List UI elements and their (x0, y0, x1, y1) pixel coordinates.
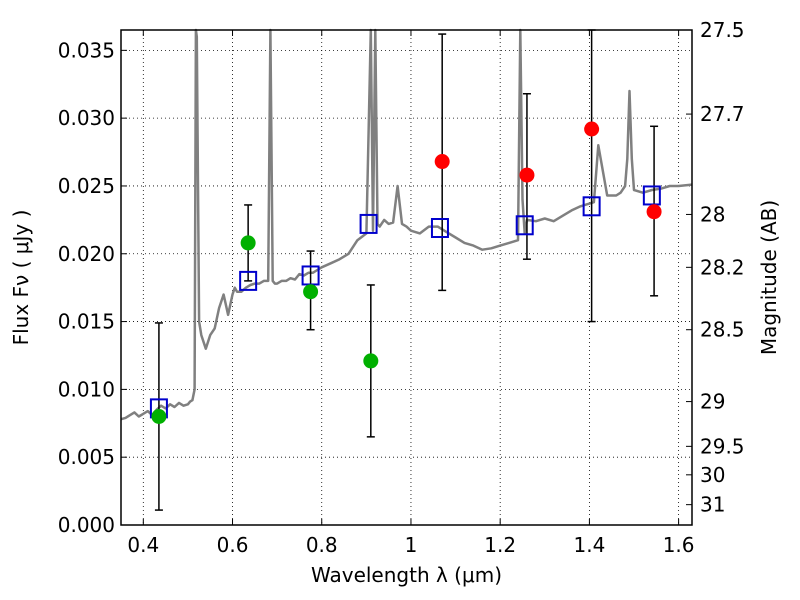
x-axis-title: Wavelength λ (μm) (311, 563, 502, 587)
circle-marker (303, 284, 319, 300)
x-tick-label: 1.2 (484, 533, 516, 557)
spectrum-line (120, 28, 693, 421)
right-tick-label: 29 (700, 390, 725, 414)
right-tick-label: 30 (700, 463, 725, 487)
circle-marker (363, 353, 379, 369)
grid (121, 30, 692, 526)
y-tick-label: 0.025 (58, 174, 115, 198)
y-tick-label: 0.035 (58, 38, 115, 62)
y-axis-title-right: Magnitude (AB) (757, 200, 781, 355)
circle-marker (584, 121, 600, 137)
x-tick-label: 1 (405, 533, 418, 557)
y-tick-label: 0.015 (58, 310, 115, 334)
y-tick-label: 0.020 (58, 242, 115, 266)
spectrum-layer (120, 28, 693, 421)
x-tick-label: 1.6 (663, 533, 695, 557)
right-tick-label: 28.5 (700, 318, 745, 342)
circle-marker (151, 409, 167, 425)
marker-layer (149, 121, 662, 425)
right-tick-label: 27.5 (700, 18, 745, 42)
y-tick-label: 0.010 (58, 377, 115, 401)
square-marker (239, 270, 258, 291)
right-tick-label: 29.5 (700, 434, 745, 458)
y-tick-label: 0.005 (58, 445, 115, 469)
right-tick-label: 28.2 (700, 255, 745, 279)
circle-marker (519, 167, 535, 183)
circle-marker (434, 154, 450, 170)
y-axis-title: Flux Fν ( μJy ) (9, 210, 33, 346)
x-tick-label: 0.6 (217, 533, 249, 557)
square-marker (642, 185, 661, 206)
square-marker (359, 213, 378, 234)
y-tick-label: 0.000 (58, 513, 115, 537)
x-tick-label: 0.8 (306, 533, 338, 557)
right-tick-label: 27.7 (700, 102, 745, 126)
square-marker (582, 196, 601, 217)
circle-marker (646, 204, 662, 220)
x-tick-label: 0.4 (127, 533, 159, 557)
x-tick-label: 1.4 (573, 533, 605, 557)
right-tick-label: 28 (700, 202, 725, 226)
square-marker (430, 218, 449, 238)
right-tick-label: 31 (700, 493, 725, 517)
y-tick-label: 0.030 (58, 106, 115, 130)
plot-frame (120, 29, 693, 526)
circle-marker (240, 235, 256, 251)
square-marker (515, 215, 534, 236)
tick-layer: 0.4 0.6 0.8 1 1.2 1.4 1.6 0.000 0.005 0.010 0.015 0… (58, 18, 745, 557)
